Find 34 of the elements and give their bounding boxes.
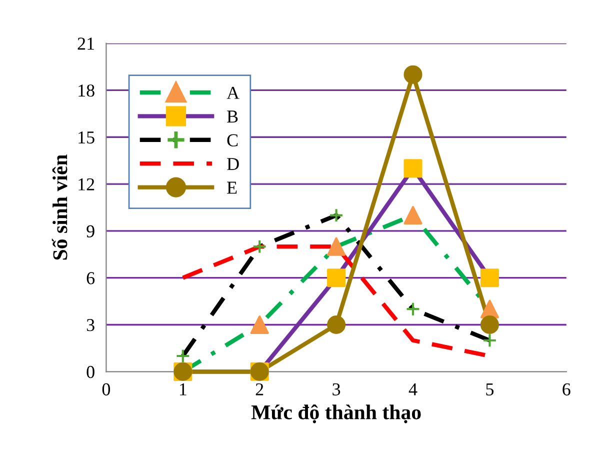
point	[480, 268, 499, 288]
y-axis-title: Số sinh viên	[52, 154, 68, 260]
point	[480, 300, 499, 318]
point	[329, 208, 344, 223]
legend-label: C	[227, 134, 238, 146]
y-tick-label: 18	[78, 84, 94, 97]
point	[404, 206, 422, 225]
y-tick-label: 12	[78, 178, 94, 190]
x-axis-title: Mức độ thành thạo	[251, 404, 421, 424]
point	[250, 315, 269, 334]
point	[482, 333, 497, 348]
x-tick-label: 1	[180, 383, 186, 396]
y-tick-label: 21	[78, 38, 94, 50]
legend-label: D	[227, 158, 239, 170]
y-tick-label: 0	[86, 366, 94, 378]
x-tick-label: 3	[332, 383, 340, 396]
point	[406, 302, 420, 316]
x-tick-label: 6	[562, 383, 570, 396]
point	[176, 348, 190, 364]
point	[404, 159, 422, 178]
y-tick-label: 6	[86, 272, 95, 284]
legend-label: B	[227, 110, 238, 123]
point	[327, 268, 346, 288]
y-tick-label: 3	[86, 319, 94, 332]
x-tick-label: 5	[486, 383, 494, 396]
x-tick-label: 4	[408, 383, 418, 396]
legend-label: E	[227, 182, 237, 194]
x-tick-label: 2	[256, 383, 264, 396]
y-tick-label: 9	[86, 225, 94, 238]
point	[327, 237, 346, 256]
x-tick-label: 0	[102, 383, 110, 396]
legend-label: A	[226, 86, 240, 99]
point	[252, 239, 267, 254]
y-tick-label: 15	[78, 131, 94, 144]
